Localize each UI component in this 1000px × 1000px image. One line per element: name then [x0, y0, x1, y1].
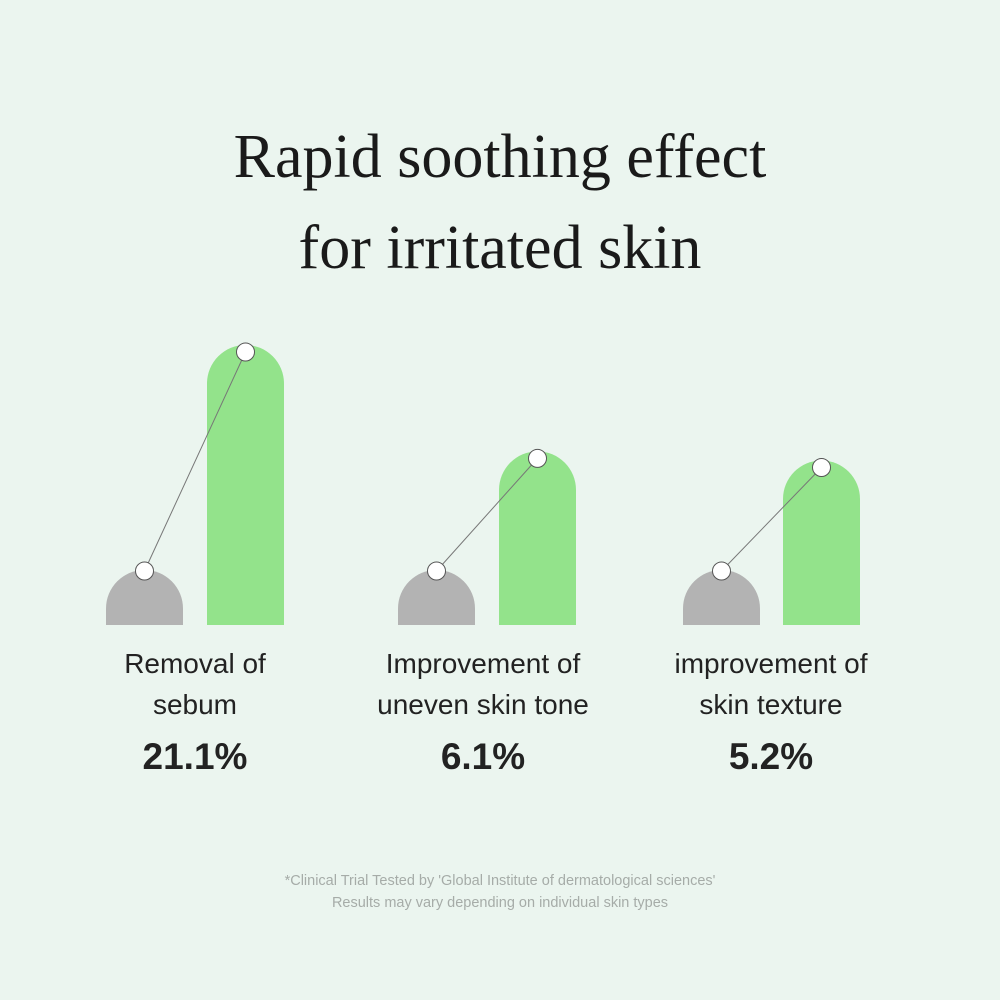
before-bar: [683, 570, 760, 625]
after-bar: [499, 451, 576, 625]
before-marker: [427, 561, 446, 581]
category-label: Removal of sebum: [124, 648, 266, 720]
category-group-2: Improvement of uneven skin tone 6.1%: [333, 643, 633, 783]
category-group-1: Removal of sebum 21.1%: [45, 643, 345, 783]
chart-title: Rapid soothing effect for irritated skin: [0, 112, 1000, 294]
before-marker: [712, 561, 731, 581]
title-line-2: for irritated skin: [298, 214, 702, 282]
after-marker: [812, 457, 831, 477]
data-label: 5.2%: [728, 736, 814, 777]
connector-line: [436, 458, 538, 572]
before-bar: [398, 570, 475, 625]
footnote: *Clinical Trial Tested by 'Global Instit…: [0, 870, 1000, 914]
after-bar: [207, 345, 284, 625]
connector-line: [144, 351, 246, 572]
data-label: 21.1%: [142, 736, 248, 777]
category-group-3: improvement of skin texture 5.2%: [621, 643, 921, 783]
after-bar: [783, 460, 860, 625]
footnote-line-2: Results may vary depending on individual…: [331, 895, 669, 911]
after-marker: [528, 448, 547, 468]
before-bar: [106, 570, 183, 625]
footnote-line-1: *Clinical Trial Tested by 'Global Instit…: [284, 873, 716, 889]
connector-line: [721, 467, 822, 572]
title-line-1: Rapid soothing effect: [233, 123, 767, 191]
before-marker: [135, 561, 154, 581]
data-label: 6.1%: [440, 736, 526, 777]
category-label: Improvement of uneven skin tone: [377, 648, 589, 720]
category-label: improvement of skin texture: [674, 648, 868, 720]
after-marker: [236, 342, 255, 362]
